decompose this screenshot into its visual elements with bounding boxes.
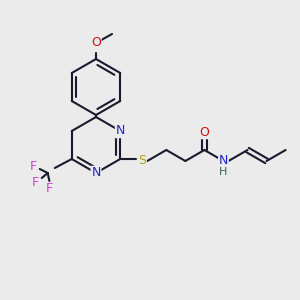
Text: F: F [30,160,37,173]
Text: N: N [91,167,101,179]
Text: O: O [91,37,101,50]
Text: F: F [46,182,53,196]
Text: F: F [32,176,39,190]
Text: H: H [219,167,228,177]
Text: N: N [219,154,228,167]
Text: O: O [200,125,209,139]
Text: S: S [138,154,146,167]
Text: N: N [116,124,125,137]
